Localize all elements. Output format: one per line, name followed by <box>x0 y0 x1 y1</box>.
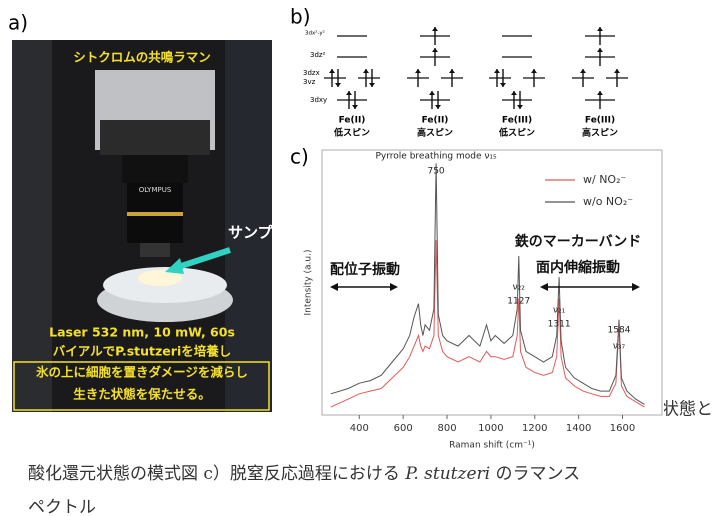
panel-label: b) <box>290 5 311 29</box>
electron-spin <box>511 91 517 95</box>
x-tick-label: 1200 <box>522 423 547 434</box>
electron-spin <box>369 83 375 87</box>
peak-position: 750 <box>427 167 444 177</box>
electron-spin <box>352 105 358 109</box>
peak-position: 1311 <box>548 320 571 330</box>
legend-label: w/ NO₂⁻ <box>583 173 626 186</box>
electron-spin <box>435 105 441 109</box>
column-species: Fe(II) <box>339 116 366 126</box>
x-tick-label: 400 <box>350 423 369 434</box>
photo-note: 生きた状態を保たせる。 <box>73 387 211 402</box>
orbital-label: 3dxy <box>310 96 327 104</box>
peak-mode: ν₃₇ <box>613 342 626 352</box>
electron-spin <box>329 69 335 73</box>
x-axis-label: Raman shift (cm⁻¹) <box>449 441 535 451</box>
electron-spin <box>494 69 500 73</box>
caption-line: 状態と <box>662 400 713 420</box>
column-species: Fe(II) <box>422 116 449 126</box>
electron-spin <box>346 91 352 95</box>
electron-spin <box>415 69 421 73</box>
photo-title: シトクロムの共鳴ラマン <box>73 50 211 65</box>
spectrum-line <box>330 240 645 408</box>
column-spin: 低スピン <box>333 127 370 139</box>
electron-spin <box>429 91 435 95</box>
electron-spin <box>597 27 603 31</box>
electron-spin <box>432 48 438 52</box>
electron-spin <box>432 27 438 31</box>
electron-spin <box>531 69 537 73</box>
column-spin: 低スピン <box>498 127 535 139</box>
caption-line: ペクトル <box>28 498 96 516</box>
caption-line: 酸化還元状態の模式図 c）脱窒反応過程における P. stutzeri のラマン… <box>28 464 580 484</box>
sample-label: サンプル <box>228 224 288 242</box>
photo <box>12 40 272 412</box>
electron-spin <box>363 69 369 73</box>
orbital-label: 3dzx <box>303 69 320 77</box>
column-spin: 高スピン <box>582 127 618 139</box>
panel-label: c) <box>290 145 309 169</box>
x-tick-label: 600 <box>394 423 413 434</box>
region-annotation: 面内伸縮振動 <box>536 259 620 276</box>
peak-position: 1584 <box>608 326 631 336</box>
spectrum-line <box>330 163 645 405</box>
energy-diagram: 3dx²-y²3dz²3dzx3vz3dxyFe(II)低スピンFe(II)高ス… <box>303 27 628 139</box>
electron-spin <box>597 91 603 95</box>
electron-spin <box>517 105 523 109</box>
column-species: Fe(III) <box>502 116 532 126</box>
column-spin: 高スピン <box>417 127 453 139</box>
orbital-label: 3dz² <box>310 51 326 59</box>
caption-species: P. stutzeri <box>404 464 490 484</box>
x-tick-label: 1000 <box>478 423 503 434</box>
caption-text: 酸化還元状態の模式図 c）脱窒反応過程における <box>28 464 400 484</box>
objective-brand: OLYMPUS <box>139 186 172 194</box>
y-axis-label: Intensity (a.u.) <box>304 250 314 316</box>
peak-mode: ν₂₂ <box>513 283 526 293</box>
orbital-label: 3vz <box>303 78 316 86</box>
region-annotation: 鉄のマーカーバンド <box>515 233 642 250</box>
orbital-label: 3dx²-y² <box>305 30 325 37</box>
x-tick-label: 1600 <box>610 423 635 434</box>
panel-label: a) <box>8 11 28 35</box>
peak-position: 1127 <box>507 297 530 307</box>
caption-text: のラマンス <box>495 464 580 484</box>
peak-mode: ν₂₁ <box>553 306 566 316</box>
electron-spin <box>597 48 603 52</box>
column-species: Fe(III) <box>585 116 615 126</box>
legend-label: w/o NO₂⁻ <box>583 195 633 208</box>
raman-chart: c) 400 600 800 1000 1200 1400 1600 Raman shift (… <box>290 142 664 454</box>
peak-mode: Pyrrole breathing mode ν₁₅ <box>376 152 498 162</box>
photo-note: Laser 532 nm, 10 mW, 60s <box>49 325 235 340</box>
region-annotation: 配位子振動 <box>330 261 400 278</box>
x-tick-label: 800 <box>437 423 456 434</box>
electron-spin <box>500 83 506 87</box>
plot-frame <box>321 149 663 416</box>
range-arrow <box>330 283 398 291</box>
photo-note: 氷の上に細胞を置きダメージを減らし <box>35 365 248 380</box>
photo-note: バイアルでP.stutzeriを培養し <box>53 344 231 359</box>
electron-spin <box>614 69 620 73</box>
electron-spin <box>335 83 341 87</box>
chart-background <box>290 142 664 454</box>
x-tick-label: 1400 <box>566 423 591 434</box>
electron-spin <box>449 69 455 73</box>
electron-spin <box>580 69 586 73</box>
